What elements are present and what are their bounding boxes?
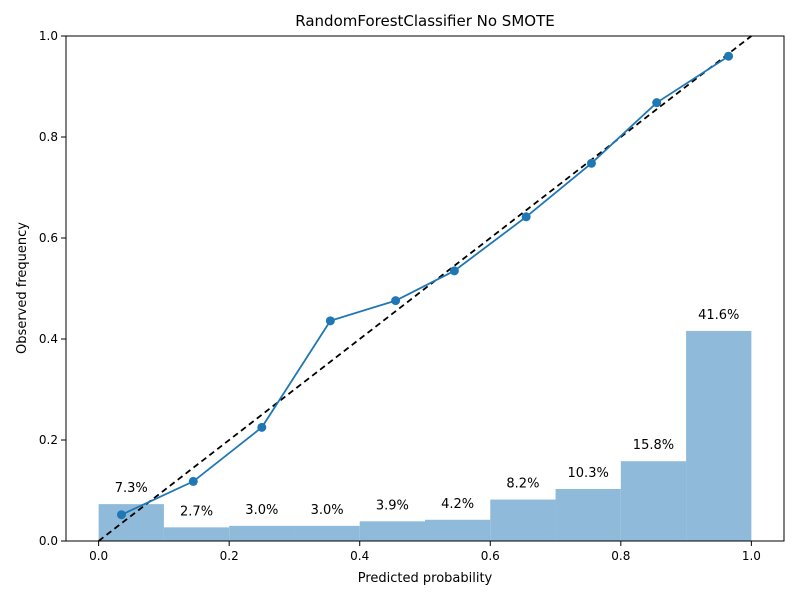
x-tick-label: 0.0 [89, 549, 108, 563]
histogram-bar-labels: 7.3% 2.7% 3.0% 3.0% 3.9% 4.2% 8.2% 10.3% 15.8% 41… [115, 308, 740, 519]
x-tick-label: 1.0 [742, 549, 761, 563]
x-tick-label: 0.8 [611, 549, 630, 563]
calibration-curve-line [121, 55, 730, 516]
calibration-point [724, 51, 734, 61]
calibration-point [325, 316, 335, 326]
histogram-bar [620, 461, 687, 541]
histogram-bar [425, 519, 491, 541]
y-axis-label: Observed frequency [15, 222, 30, 354]
histogram-bar-label: 41.6% [698, 308, 739, 323]
histogram-bar-label: 15.8% [633, 438, 674, 453]
y-tick-label: 0.6 [39, 231, 58, 245]
calibration-point [521, 212, 531, 222]
x-axis-ticks: 0.0 0.2 0.4 0.6 0.8 1.0 [89, 541, 761, 563]
histogram-bar-label: 4.2% [441, 497, 474, 512]
calibration-point [586, 158, 596, 168]
histogram-bar [229, 525, 295, 541]
y-tick-label: 0.8 [39, 130, 58, 144]
histogram-bar [555, 488, 621, 541]
histogram-bar-label: 3.9% [376, 498, 409, 513]
calibration-curve-layer [116, 51, 734, 520]
x-tick-label: 0.6 [481, 549, 500, 563]
calibration-point [652, 98, 662, 108]
plot-area-frame [65, 35, 785, 542]
histogram-bar-label: 3.0% [311, 503, 344, 518]
reference-line [98, 35, 752, 542]
y-tick-label: 0.2 [39, 433, 58, 447]
histogram-bar [490, 499, 556, 541]
calibration-point [188, 476, 198, 486]
calibration-point [257, 422, 267, 432]
calibration-point [449, 266, 459, 276]
calibration-point [391, 296, 401, 306]
histogram-bar-label: 10.3% [568, 466, 609, 481]
reference-line-layer [98, 35, 752, 542]
histogram-bars [98, 330, 752, 541]
histogram-bar-label: 8.2% [506, 477, 539, 492]
y-tick-label: 1.0 [39, 29, 58, 43]
histogram-bar-label: 7.3% [115, 481, 148, 496]
calibration-point [116, 510, 126, 520]
histogram-bar [163, 527, 230, 541]
x-tick-label: 0.4 [350, 549, 369, 563]
y-tick-label: 0.0 [39, 534, 58, 548]
chart-title: RandomForestClassifier No SMOTE [295, 12, 554, 30]
histogram-bar [359, 521, 425, 541]
histogram-bar-label: 2.7% [180, 504, 213, 519]
histogram-bar [294, 525, 360, 541]
x-axis-label: Predicted probability [358, 571, 493, 586]
histogram-bar [686, 330, 752, 541]
y-axis-ticks: 0.0 0.2 0.4 0.6 0.8 1.0 [39, 29, 66, 548]
histogram-bar-label: 3.0% [245, 503, 278, 518]
x-tick-label: 0.2 [220, 549, 239, 563]
y-tick-label: 0.4 [39, 332, 58, 346]
